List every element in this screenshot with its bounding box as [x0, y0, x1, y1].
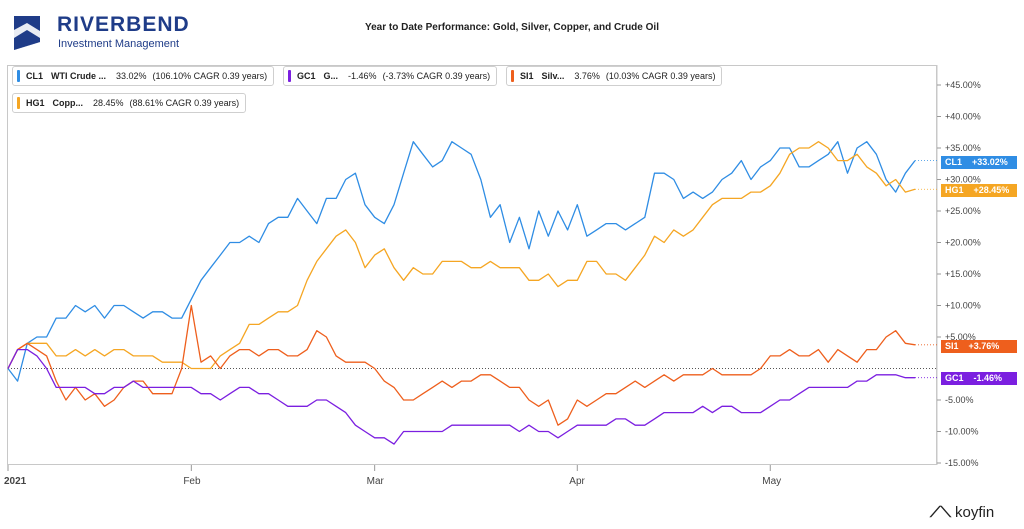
- legend-name: Silv...: [541, 71, 565, 81]
- y-tick-label: -15.00%: [945, 458, 979, 468]
- legend-color-cl1: [17, 70, 20, 82]
- x-tick-label: 2021: [4, 476, 27, 487]
- legend-cagr: (-3.73% CAGR 0.39 years): [382, 71, 491, 81]
- legend-item-hg1[interactable]: HG1 Copp... 28.45% (88.61% CAGR 0.39 yea…: [12, 93, 247, 113]
- y-tick-label: +30.00%: [945, 175, 981, 185]
- legend-ticker: GC1: [297, 71, 316, 81]
- legend-name: WTI Crude ...: [51, 71, 107, 81]
- legend-name: G...: [323, 71, 339, 81]
- legend-cagr: (106.10% CAGR 0.39 years): [152, 71, 268, 81]
- legend-cagr: (88.61% CAGR 0.39 years): [129, 98, 240, 108]
- value-tag-ticker: SI1: [945, 341, 959, 351]
- y-tick-label: +25.00%: [945, 206, 981, 216]
- series-line-gc1: [7, 348, 915, 445]
- legend-percent: -1.46%: [348, 71, 377, 81]
- y-tick-label: +35.00%: [945, 143, 981, 153]
- value-tag-ticker: GC1: [945, 373, 964, 383]
- series-line-hg1: [7, 141, 916, 370]
- y-tick-label: +45.00%: [945, 80, 981, 90]
- series-line-cl1: [7, 141, 916, 382]
- value-tag-gc1: GC1 -1.46%: [941, 372, 1017, 385]
- y-tick-label: -5.00%: [945, 395, 974, 405]
- legend-color-si1: [511, 70, 514, 82]
- series-line-si1: [7, 304, 916, 426]
- value-tag-value: +33.02%: [972, 157, 1008, 167]
- koyfin-branding: ⟋⟍ koyfin: [930, 504, 994, 521]
- riverbend-logo-icon: [14, 16, 40, 50]
- koyfin-wordmark: koyfin: [955, 504, 995, 521]
- legend-cagr: (10.03% CAGR 0.39 years): [605, 71, 716, 81]
- legend-item-gc1[interactable]: GC1 G... -1.46% (-3.73% CAGR 0.39 years): [283, 66, 498, 86]
- y-tick-label: +5.00%: [945, 332, 976, 342]
- riverbend-logo: RIVERBEND Investment Management: [10, 12, 190, 54]
- value-tag-hg1: HG1 +28.45%: [941, 184, 1017, 197]
- value-tag-value: +28.45%: [973, 185, 1010, 195]
- x-tick-label: Feb: [183, 476, 201, 487]
- x-tick-label: May: [762, 476, 781, 487]
- legend-color-gc1: [288, 70, 291, 82]
- value-tag-value: -1.46%: [973, 373, 1003, 383]
- y-tick-label: +20.00%: [945, 238, 981, 248]
- y-tick-label: +10.00%: [945, 301, 981, 311]
- legend-item-si1[interactable]: SI1 Silv... 3.76% (10.03% CAGR 0.39 year…: [506, 66, 723, 86]
- x-tick-label: Apr: [569, 476, 585, 487]
- logo-subtitle: Investment Management: [58, 38, 180, 50]
- legend-color-hg1: [17, 97, 20, 109]
- value-tag-ticker: CL1: [945, 157, 963, 167]
- value-tag-si1: SI1 +3.76%: [941, 340, 1017, 353]
- logo-name: RIVERBEND: [57, 13, 190, 36]
- value-tag-cl1: CL1 +33.02%: [941, 156, 1017, 169]
- legend-percent: 28.45%: [93, 98, 124, 108]
- y-tick-label: +40.00%: [945, 112, 981, 122]
- legend-ticker: HG1: [26, 98, 45, 108]
- x-tick-label: Mar: [367, 476, 385, 487]
- legend-ticker: CL1: [26, 71, 44, 81]
- legend-percent: 3.76%: [574, 71, 600, 81]
- chart-title: Year to Date Performance: Gold, Silver, …: [365, 22, 659, 33]
- y-tick-label: -10.00%: [945, 427, 979, 437]
- legend-percent: 33.02%: [116, 71, 147, 81]
- value-tag-value: +3.76%: [968, 341, 1000, 351]
- legend-ticker: SI1: [520, 71, 534, 81]
- legend-item-cl1[interactable]: CL1 WTI Crude ... 33.02% (106.10% CAGR 0…: [12, 66, 275, 86]
- koyfin-logo-icon: ⟋⟍: [930, 504, 952, 521]
- y-tick-label: +15.00%: [945, 269, 981, 279]
- value-tag-ticker: HG1: [945, 185, 964, 195]
- legend-name: Copp...: [52, 98, 84, 108]
